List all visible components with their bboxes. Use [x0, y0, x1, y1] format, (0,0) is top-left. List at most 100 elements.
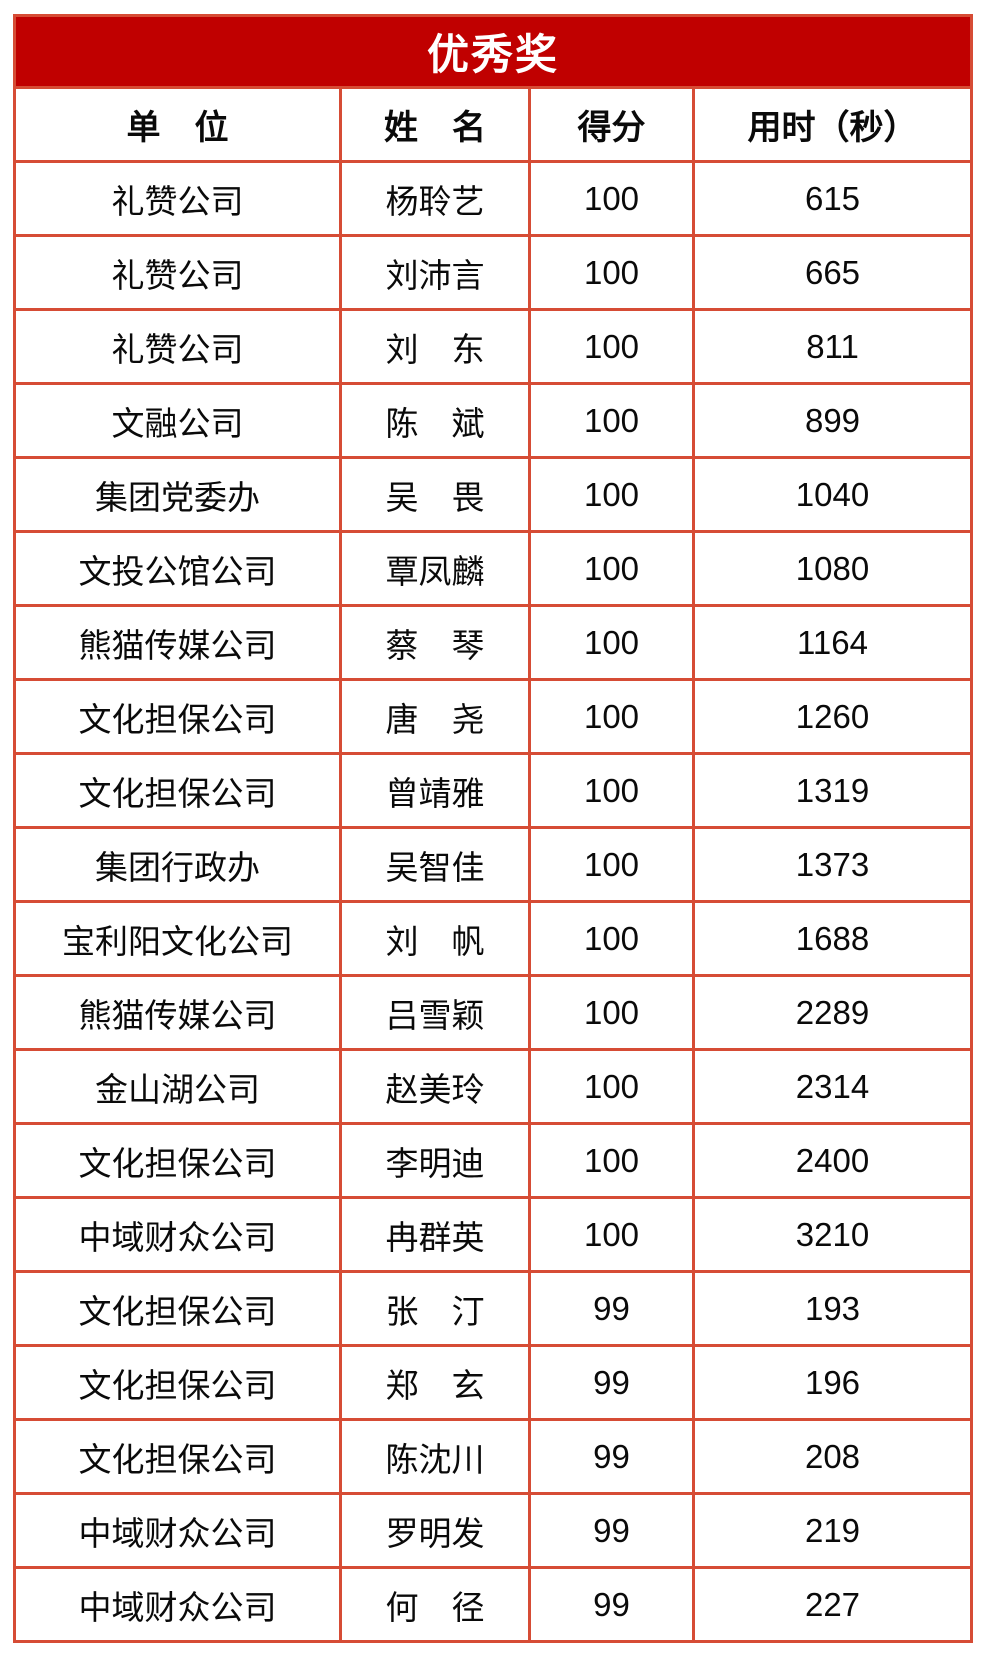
table-row: 集团行政办 吴智佳 100 1373 — [13, 826, 974, 903]
cell-unit: 文化担保公司 — [13, 1418, 342, 1495]
cell-unit: 金山湖公司 — [13, 1048, 342, 1125]
cell-name: 吕雪颖 — [339, 974, 531, 1051]
cell-name: 刘 东 — [339, 308, 531, 385]
cell-score: 99 — [528, 1492, 695, 1569]
table-row: 中域财众公司 冉群英 100 3210 — [13, 1196, 974, 1273]
cell-name: 覃凤麟 — [339, 530, 531, 607]
table-row: 宝利阳文化公司刘 帆 100 1688 — [13, 900, 974, 977]
cell-unit: 集团党委办 — [13, 456, 342, 533]
cell-score: 100 — [528, 234, 695, 311]
cell-score: 99 — [528, 1270, 695, 1347]
cell-unit: 礼赞公司 — [13, 308, 342, 385]
cell-name: 冉群英 — [339, 1196, 531, 1273]
cell-score: 100 — [528, 456, 695, 533]
table-row: 文化担保公司唐 尧 100 1260 — [13, 678, 974, 755]
cell-score: 100 — [528, 752, 695, 829]
table-row: 礼赞公司 刘沛言 100 665 — [13, 234, 974, 311]
cell-unit: 礼赞公司 — [13, 160, 342, 237]
cell-time: 3210 — [691, 1196, 974, 1273]
cell-unit: 中域财众公司 — [13, 1566, 342, 1643]
cell-name: 吴智佳 — [339, 826, 531, 903]
cell-time: 208 — [691, 1418, 974, 1495]
cell-unit: 中域财众公司 — [13, 1196, 342, 1273]
cell-score: 100 — [528, 900, 695, 977]
cell-unit: 礼赞公司 — [13, 234, 342, 311]
cell-time: 2400 — [691, 1122, 974, 1199]
cell-time: 2314 — [691, 1048, 974, 1125]
cell-score: 100 — [528, 974, 695, 1051]
column-header-time: 用时（秒） — [691, 86, 974, 163]
table-header-row: 单 位 姓 名 得分 用时（秒） — [13, 86, 974, 163]
cell-time: 2289 — [691, 974, 974, 1051]
cell-time: 193 — [691, 1270, 974, 1347]
cell-name: 吴 畏 — [339, 456, 531, 533]
cell-score: 100 — [528, 1048, 695, 1125]
cell-time: 1080 — [691, 530, 974, 607]
table-body: 礼赞公司 杨聆艺 100 615 礼赞公司 刘沛言 100 665 礼赞公司刘 东 100 811 文… — [13, 160, 974, 1643]
table-row: 文化担保公司郑 玄 99 196 — [13, 1344, 974, 1421]
table-row: 礼赞公司刘 东 100 811 — [13, 308, 974, 385]
cell-score: 99 — [528, 1418, 695, 1495]
column-header-name: 姓 名 — [339, 86, 531, 163]
cell-score: 99 — [528, 1344, 695, 1421]
cell-unit: 文投公馆公司 — [13, 530, 342, 607]
cell-time: 227 — [691, 1566, 974, 1643]
table-row: 文化担保公司 曾靖雅 100 1319 — [13, 752, 974, 829]
cell-score: 100 — [528, 1122, 695, 1199]
cell-time: 1164 — [691, 604, 974, 681]
column-header-unit: 单 位 — [13, 86, 342, 163]
cell-unit: 熊猫传媒公司 — [13, 974, 342, 1051]
cell-score: 100 — [528, 160, 695, 237]
cell-name: 何 径 — [339, 1566, 531, 1643]
cell-time: 1373 — [691, 826, 974, 903]
cell-time: 196 — [691, 1344, 974, 1421]
table-row: 熊猫传媒公司蔡 琴 100 1164 — [13, 604, 974, 681]
table-title-row: 优秀奖 — [12, 14, 974, 89]
table-row: 中域财众公司何 径 99 227 — [13, 1566, 974, 1643]
cell-time: 1040 — [691, 456, 974, 533]
table-row: 文化担保公司 李明迪 100 2400 — [13, 1122, 974, 1199]
cell-time: 1319 — [691, 752, 974, 829]
cell-name: 杨聆艺 — [339, 160, 531, 237]
cell-name: 赵美玲 — [339, 1048, 531, 1125]
cell-score: 100 — [528, 604, 695, 681]
cell-time: 1688 — [691, 900, 974, 977]
table-row: 文化担保公司 陈沈川 99 208 — [13, 1418, 974, 1495]
table-row: 文化担保公司张 汀 99 193 — [13, 1270, 974, 1347]
table-row: 金山湖公司 赵美玲 100 2314 — [13, 1048, 974, 1125]
cell-unit: 集团行政办 — [13, 826, 342, 903]
table-row: 熊猫传媒公司 吕雪颖 100 2289 — [13, 974, 974, 1051]
cell-score: 100 — [528, 826, 695, 903]
cell-time: 811 — [691, 308, 974, 385]
cell-unit: 文化担保公司 — [13, 678, 342, 755]
cell-time: 615 — [691, 160, 974, 237]
award-table: 优秀奖 单 位 姓 名 得分 用时（秒） 礼赞公司 杨聆艺 100 615 礼赞公司 刘沛… — [12, 14, 974, 1643]
cell-unit: 文化担保公司 — [13, 1122, 342, 1199]
cell-name: 陈沈川 — [339, 1418, 531, 1495]
table-title: 优秀奖 — [12, 14, 974, 89]
cell-unit: 中域财众公司 — [13, 1492, 342, 1569]
cell-score: 100 — [528, 530, 695, 607]
cell-time: 219 — [691, 1492, 974, 1569]
table-row: 文融公司陈 斌 100 899 — [13, 382, 974, 459]
cell-unit: 文融公司 — [13, 382, 342, 459]
cell-score: 99 — [528, 1566, 695, 1643]
column-header-score: 得分 — [528, 86, 695, 163]
cell-name: 蔡 琴 — [339, 604, 531, 681]
cell-unit: 熊猫传媒公司 — [13, 604, 342, 681]
cell-name: 李明迪 — [339, 1122, 531, 1199]
cell-time: 1260 — [691, 678, 974, 755]
cell-name: 张 汀 — [339, 1270, 531, 1347]
table-row: 文投公馆公司 覃凤麟 100 1080 — [13, 530, 974, 607]
cell-time: 899 — [691, 382, 974, 459]
cell-name: 刘 帆 — [339, 900, 531, 977]
cell-name: 罗明发 — [339, 1492, 531, 1569]
cell-unit: 文化担保公司 — [13, 1344, 342, 1421]
cell-score: 100 — [528, 308, 695, 385]
cell-score: 100 — [528, 1196, 695, 1273]
cell-unit: 文化担保公司 — [13, 752, 342, 829]
table-row: 集团党委办吴 畏 100 1040 — [13, 456, 974, 533]
cell-name: 郑 玄 — [339, 1344, 531, 1421]
cell-score: 100 — [528, 678, 695, 755]
table-row: 礼赞公司 杨聆艺 100 615 — [13, 160, 974, 237]
